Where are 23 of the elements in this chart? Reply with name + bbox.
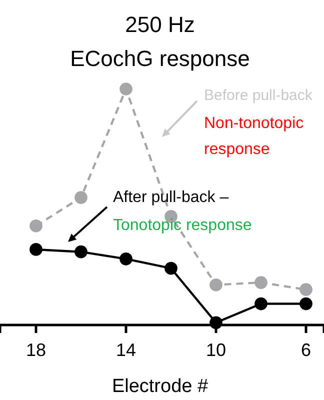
point bbox=[120, 252, 132, 266]
annotation: Non-tonotopic response bbox=[204, 115, 304, 158]
point bbox=[300, 283, 312, 296]
point bbox=[164, 262, 178, 275]
chart-title: 250 Hz ECochG response bbox=[70, 12, 250, 71]
text: After pull-back – bbox=[113, 189, 229, 206]
point bbox=[254, 276, 268, 289]
annotation: Tonotopic response bbox=[113, 217, 252, 234]
x-tick-label: 6 bbox=[300, 340, 312, 360]
point bbox=[254, 297, 268, 310]
point bbox=[30, 219, 42, 232]
point bbox=[210, 316, 222, 330]
point bbox=[210, 278, 222, 292]
point bbox=[30, 243, 42, 256]
x-axis-title: Electrode # bbox=[112, 376, 208, 397]
text: Before pull-back bbox=[204, 87, 313, 104]
point bbox=[74, 245, 88, 258]
x-tick-label: 14 bbox=[116, 340, 136, 360]
x-tick-label: 18 bbox=[26, 340, 46, 360]
x-tick-label: 10 bbox=[206, 340, 226, 360]
point bbox=[120, 82, 132, 96]
point bbox=[300, 297, 312, 310]
point bbox=[74, 191, 88, 204]
